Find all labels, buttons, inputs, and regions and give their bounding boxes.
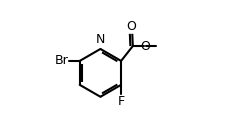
Text: F: F <box>117 95 124 108</box>
Text: N: N <box>95 33 105 46</box>
Text: O: O <box>140 40 149 53</box>
Text: O: O <box>126 20 135 33</box>
Text: Br: Br <box>54 54 68 67</box>
